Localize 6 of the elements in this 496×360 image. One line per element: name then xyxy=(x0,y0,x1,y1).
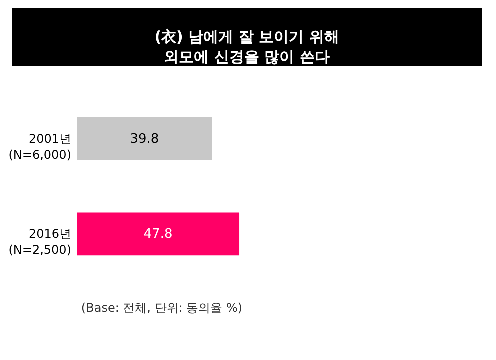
y-tick-label: 2016년 (N=2,500) xyxy=(8,227,72,258)
data-label: 47.8 xyxy=(144,227,173,242)
data-label: 39.8 xyxy=(130,132,160,147)
text: (Base: 전체, 단위: 동의율 %) xyxy=(81,301,243,315)
chart-title: (衣) 남에게 잘 보이기 위해 외모에 신경을 많이 쓴다 xyxy=(154,28,340,66)
y-tick-label: 2001년 (N=6,000) xyxy=(8,132,72,162)
